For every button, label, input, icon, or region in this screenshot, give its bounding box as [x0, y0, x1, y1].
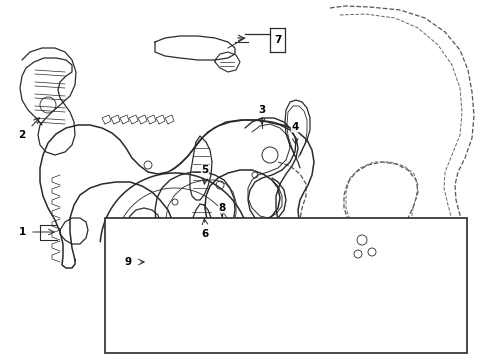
Text: 2: 2 — [19, 130, 25, 140]
Text: 1: 1 — [19, 227, 25, 237]
Text: 4: 4 — [291, 122, 298, 132]
Text: 9: 9 — [124, 257, 131, 267]
Text: 7: 7 — [274, 35, 281, 45]
Text: 8: 8 — [218, 203, 225, 213]
Bar — [105, 218, 466, 353]
Text: 5: 5 — [201, 165, 208, 175]
Text: 3: 3 — [258, 105, 265, 115]
Text: 6: 6 — [201, 229, 208, 239]
